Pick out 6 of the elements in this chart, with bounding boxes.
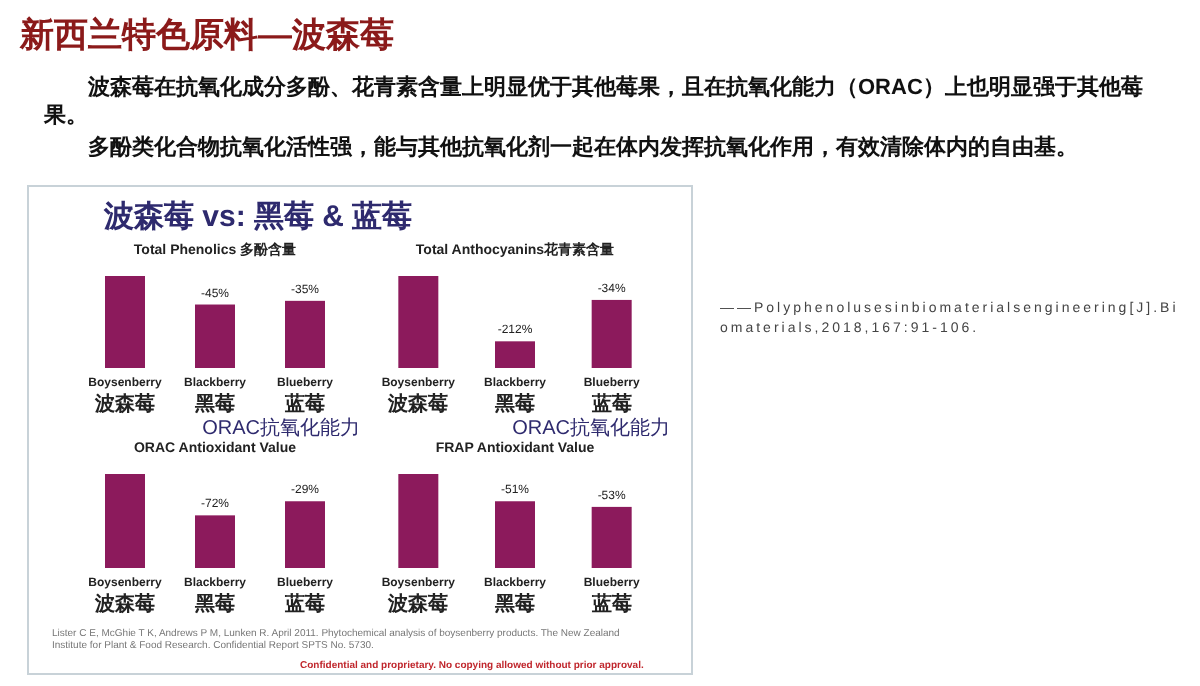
chart-subtitle: ORAC抗氧化能力	[512, 416, 670, 440]
chart-subtitle: ORAC抗氧化能力	[202, 416, 360, 440]
text: 新西兰特色原料—波森莓	[20, 14, 394, 58]
text: 波森莓在抗氧化成分多酚、花青素含量上明显优于其他莓果，且在抗氧化能力（ORAC）上也明显强于其他莓果。	[44, 74, 1145, 130]
text: 多酚类化合物抗氧化活性强，能与其他抗氧化剂一起在体内发挥抗氧化作用，有效清除体内的自由基。	[86, 134, 1080, 162]
text: 波森莓 vs: 黑莓 & 蓝莓	[104, 198, 413, 236]
